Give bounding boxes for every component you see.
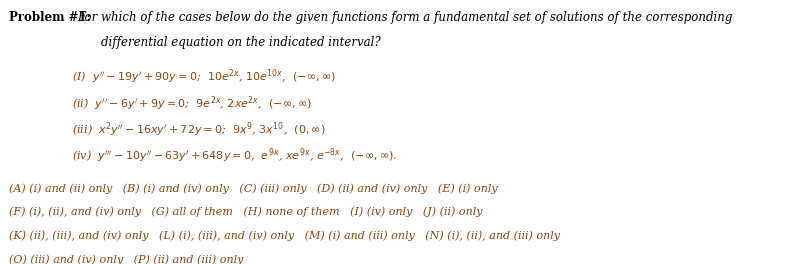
Text: (K) (ii), (iii), and (iv) only   (L) (i), (iii), and (iv) only   (M) (i) and (ii: (K) (ii), (iii), and (iv) only (L) (i), … [9, 230, 560, 241]
Text: (iv)  $y''' - 10y'' - 63y' + 648y = 0$,  $e^{9x}$, $xe^{9x}$, $e^{-8x}$,  $(-\in: (iv) $y''' - 10y'' - 63y' + 648y = 0$, $… [72, 146, 398, 165]
Text: (iii)  $x^2y'' - 16xy' + 72y = 0$;  $9x^9$, $3x^{10}$,  $(0, \infty)$: (iii) $x^2y'' - 16xy' + 72y = 0$; $9x^9$… [72, 120, 326, 139]
Text: (I)  $y'' - 19y' + 90y = 0$;  $10e^{2x}$, $10e^{10x}$,  $(-\infty, \infty)$: (I) $y'' - 19y' + 90y = 0$; $10e^{2x}$, … [72, 68, 336, 87]
Text: (O) (iii) and (iv) only   (P) (ii) and (iii) only: (O) (iii) and (iv) only (P) (ii) and (ii… [9, 254, 244, 264]
Text: Problem #1:: Problem #1: [9, 11, 92, 24]
Text: (ii)  $y'' - 6y' + 9y = 0$;  $9e^{2x}$, $2xe^{2x}$,  $(-\infty, \infty)$: (ii) $y'' - 6y' + 9y = 0$; $9e^{2x}$, $2… [72, 94, 312, 112]
Text: (F) (i), (ii), and (iv) only   (G) all of them   (H) none of them   (I) (iv) onl: (F) (i), (ii), and (iv) only (G) all of … [9, 207, 483, 217]
Text: differential equation on the indicated interval?: differential equation on the indicated i… [101, 36, 381, 49]
Text: (A) (i) and (ii) only   (B) (i) and (iv) only   (C) (iii) only   (D) (ii) and (i: (A) (i) and (ii) only (B) (i) and (iv) o… [9, 183, 498, 194]
Text: For which of the cases below do the given functions form a fundamental set of so: For which of the cases below do the give… [77, 11, 732, 24]
